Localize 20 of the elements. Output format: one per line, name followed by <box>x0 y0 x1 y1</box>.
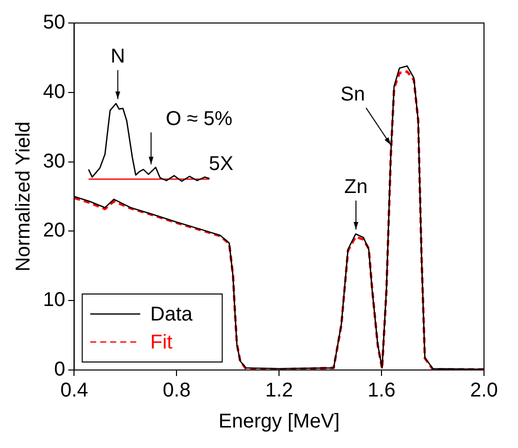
annotation: Zn <box>344 176 368 198</box>
y-axis-title: Normalized Yield <box>12 121 35 272</box>
y-tick-label: 10 <box>42 289 66 312</box>
x-tick-label: 1.6 <box>368 380 396 402</box>
annotation: O ≈ 5% <box>166 108 233 130</box>
x-tick-label: 0.4 <box>60 380 88 402</box>
annotation: Sn <box>340 83 366 106</box>
annotation: 5X <box>208 152 234 175</box>
x-tick-label: 0.8 <box>162 380 191 402</box>
x-axis-title: Energy [MeV] <box>218 410 340 433</box>
y-tick-label: 20 <box>42 220 66 242</box>
annotation: N <box>110 46 126 68</box>
x-tick-label: 1.2 <box>265 380 294 402</box>
legend-label: Data <box>150 304 194 326</box>
legend-label: Fit <box>150 332 173 354</box>
y-tick-label: 50 <box>42 12 66 34</box>
y-tick-label: 40 <box>42 80 66 103</box>
y-tick-label: 30 <box>42 150 66 172</box>
y-tick-label: 0 <box>54 358 66 381</box>
x-tick-label: 2.0 <box>470 380 498 402</box>
